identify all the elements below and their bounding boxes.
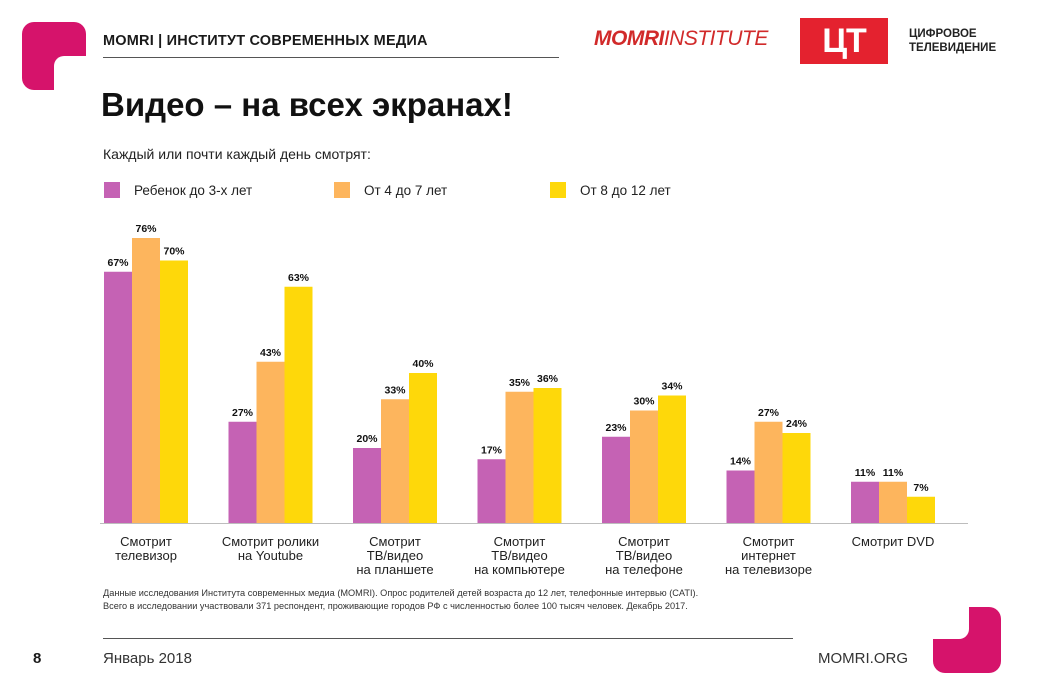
bar-1-series-3: [160, 260, 188, 523]
category-label-2-line-1: Смотрит ролики: [222, 534, 319, 549]
legend-item-series-3: От 8 до 12 лет: [550, 182, 671, 198]
bar-5-series-3: [658, 395, 686, 523]
bar-7-series-1: [851, 481, 879, 523]
bar-value-label-7-series-2: 11%: [883, 467, 904, 479]
bar-value-label-5-series-2: 30%: [633, 396, 655, 408]
category-label-1-line-1: Смотрит: [120, 534, 172, 549]
bar-3-series-2: [381, 399, 409, 523]
bar-1-series-1: [104, 271, 132, 523]
footnote: Данные исследования Института современны…: [103, 587, 698, 613]
category-label-3: Смотрит ТВ/видео на планшете: [356, 534, 433, 577]
bar-value-label-2-series-1: 27%: [232, 407, 254, 419]
category-label-7: Смотрит DVD: [852, 534, 935, 549]
category-label-6-line-2: интернет: [741, 548, 796, 563]
category-label-4: Смотрит ТВ/видео на компьютере: [474, 534, 565, 577]
category-label-5-line-3: на телефоне: [605, 562, 683, 577]
legend-label-series-3: От 8 до 12 лет: [580, 182, 671, 198]
ct-logo: ЦТ: [800, 18, 888, 64]
bar-value-label-7-series-1: 11%: [855, 467, 876, 479]
bar-value-label-2-series-3: 63%: [288, 272, 310, 284]
legend-swatch-series-3: [550, 182, 566, 198]
chart-subtitle: Каждый или почти каждый день смотрят:: [103, 146, 371, 162]
bar-value-label-6-series-1: 14%: [730, 456, 752, 468]
bar-4-series-2: [505, 391, 534, 523]
bar-value-label-1-series-1: 67%: [107, 257, 129, 269]
category-label-6: Смотрит интернет на телевизоре: [725, 534, 812, 577]
legend-swatch-series-1: [104, 182, 120, 198]
bar-6-series-2: [754, 421, 783, 523]
bar-2-series-3: [284, 286, 313, 523]
legend-item-series-1: Ребенок до 3-х лет: [104, 182, 252, 198]
legend-label-series-2: От 4 до 7 лет: [364, 182, 448, 198]
category-label-5-line-2: ТВ/видео: [616, 548, 672, 563]
bar-value-label-3-series-2: 33%: [384, 384, 406, 396]
bar-7-series-3: [907, 496, 935, 523]
legend-swatch-series-2: [334, 182, 350, 198]
bar-value-label-7-series-3: 7%: [913, 482, 929, 494]
bar-value-label-4-series-3: 36%: [537, 373, 559, 385]
bar-4-series-3: [533, 388, 562, 523]
header-divider: [103, 57, 559, 58]
footer-date: Январь 2018: [103, 650, 192, 667]
bar-3-series-3: [409, 373, 437, 523]
category-label-4-line-3: на компьютере: [474, 562, 565, 577]
category-label-5: Смотрит ТВ/видео на телефоне: [605, 534, 683, 577]
category-label-3-line-1: Смотрит: [369, 534, 421, 549]
bar-value-label-1-series-2: 76%: [135, 223, 157, 235]
footer-divider: [103, 638, 793, 639]
category-label-4-line-1: Смотрит: [494, 534, 546, 549]
bar-value-label-2-series-2: 43%: [260, 347, 282, 359]
bar-value-label-1-series-3: 70%: [163, 246, 185, 258]
bar-1-series-2: [132, 238, 160, 523]
bar-4-series-1: [477, 459, 506, 523]
category-label-7-line-1: Смотрит DVD: [852, 534, 935, 549]
legend-label-series-1: Ребенок до 3-х лет: [134, 182, 253, 198]
bar-value-label-4-series-2: 35%: [509, 377, 531, 389]
bar-5-series-2: [630, 410, 658, 523]
bar-5-series-1: [602, 436, 630, 523]
category-label-6-line-3: на телевизоре: [725, 562, 812, 577]
page-number: 8: [33, 650, 42, 667]
footnote-line-2: Всего в исследовании участвовали 371 рес…: [103, 601, 688, 611]
ct-caption-line-2: ТЕЛЕВИДЕНИЕ: [909, 42, 997, 54]
category-label-3-line-3: на планшете: [356, 562, 433, 577]
bar-value-label-6-series-3: 24%: [786, 418, 808, 430]
bar-3-series-1: [353, 448, 381, 523]
bar-value-label-4-series-1: 17%: [481, 444, 503, 456]
page-title: Видео – на всех экранах!: [101, 86, 513, 123]
footnote-line-1: Данные исследования Института современны…: [103, 588, 699, 598]
category-label-5-line-1: Смотрит: [618, 534, 670, 549]
legend-item-series-2: От 4 до 7 лет: [334, 182, 447, 198]
bar-value-label-3-series-1: 20%: [356, 433, 378, 445]
category-label-2-line-2: на Youtube: [238, 548, 303, 563]
bar-7-series-2: [879, 481, 907, 523]
category-label-1: Смотрит телевизор: [115, 534, 177, 563]
momri-institute-logo: MOMRIINSTITUTE: [594, 27, 768, 51]
corner-decoration-bottom-right: [929, 603, 1001, 673]
bar-2-series-1: [228, 421, 257, 523]
category-label-1-line-2: телевизор: [115, 548, 177, 563]
category-label-2: Смотрит ролики на Youtube: [222, 534, 319, 563]
corner-decoration-top-left: [22, 22, 94, 96]
bar-value-label-6-series-2: 27%: [758, 407, 780, 419]
category-label-4-line-2: ТВ/видео: [491, 548, 547, 563]
ct-caption-line-1: ЦИФРОВОЕ: [909, 28, 977, 40]
bar-value-label-3-series-3: 40%: [412, 358, 434, 370]
momri-logo-light: INSTITUTE: [663, 27, 769, 50]
bar-6-series-1: [726, 470, 755, 523]
ct-logo-caption: ЦИФРОВОЕ ТЕЛЕВИДЕНИЕ: [909, 27, 996, 55]
header-title: MOMRI | ИНСТИТУТ СОВРЕМЕННЫХ МЕДИА: [103, 33, 428, 49]
momri-logo-bold: MOMRI: [594, 27, 664, 50]
category-label-6-line-1: Смотрит: [743, 534, 795, 549]
category-label-3-line-2: ТВ/видео: [367, 548, 423, 563]
footer-site-link[interactable]: MOMRI.ORG: [818, 650, 908, 667]
bar-2-series-2: [256, 361, 285, 523]
bar-6-series-3: [782, 433, 811, 523]
bar-value-label-5-series-3: 34%: [661, 381, 683, 393]
bar-value-label-5-series-1: 23%: [605, 422, 627, 434]
